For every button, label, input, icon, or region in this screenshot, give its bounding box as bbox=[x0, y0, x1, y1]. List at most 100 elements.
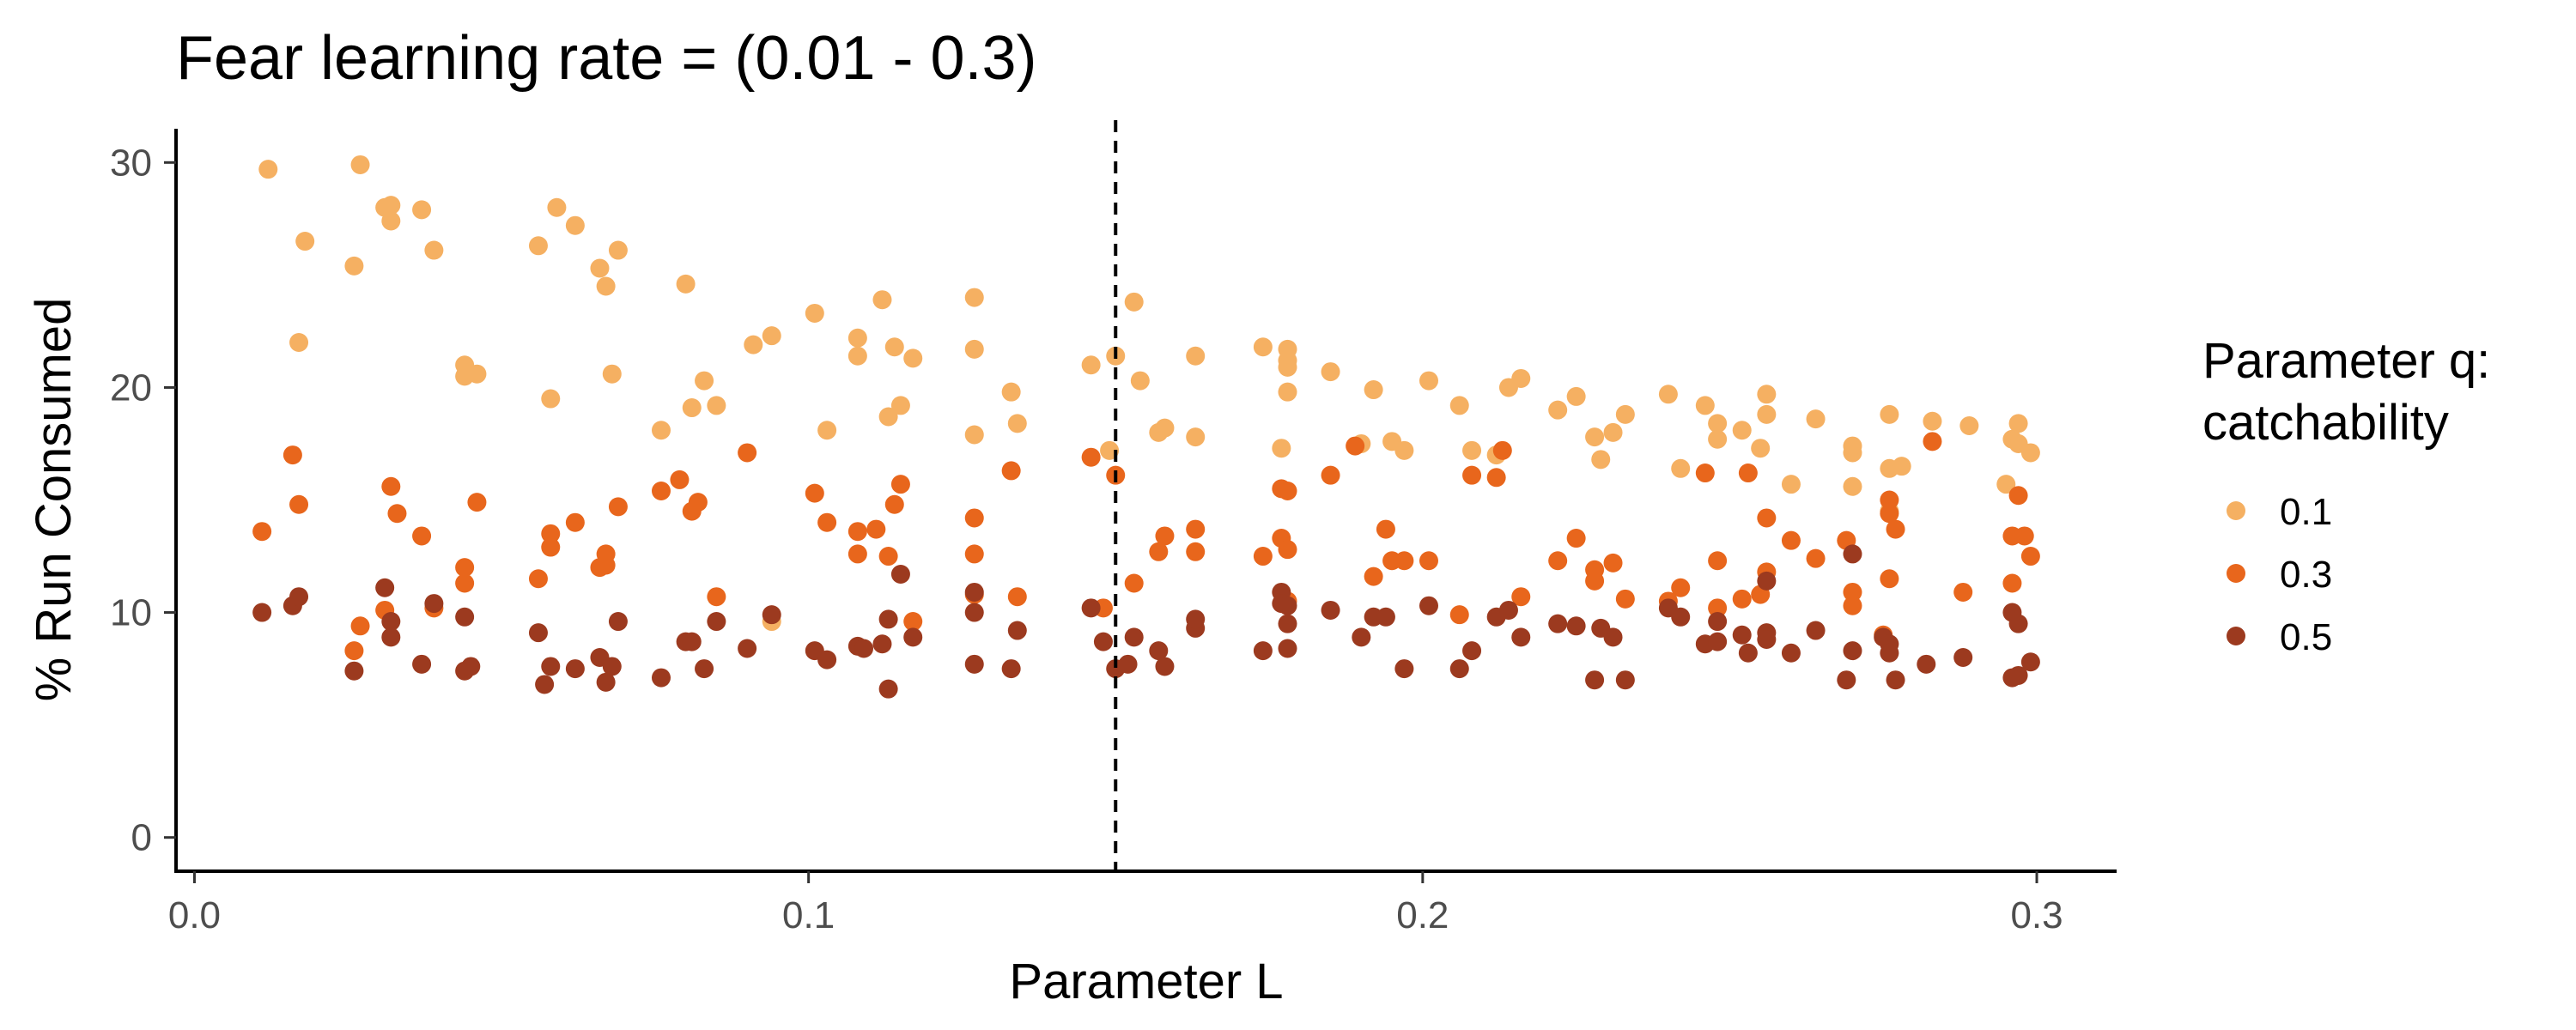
data-point bbox=[455, 607, 475, 627]
data-point bbox=[964, 339, 984, 359]
series-0.1 bbox=[258, 154, 2040, 632]
data-point bbox=[1917, 654, 1936, 674]
data-point bbox=[1708, 598, 1728, 618]
data-point bbox=[467, 364, 487, 384]
data-point bbox=[695, 659, 714, 679]
data-point bbox=[1658, 385, 1678, 404]
data-point bbox=[1376, 607, 1395, 627]
data-point bbox=[762, 326, 781, 346]
data-point bbox=[688, 493, 708, 512]
data-point bbox=[1186, 542, 1206, 561]
data-point bbox=[1585, 427, 1605, 447]
data-point bbox=[890, 565, 910, 584]
data-point bbox=[1278, 540, 1297, 560]
data-point bbox=[1671, 578, 1691, 597]
data-point bbox=[412, 200, 432, 220]
data-point bbox=[1996, 475, 2016, 494]
data-point bbox=[1603, 422, 1623, 442]
data-point bbox=[381, 476, 401, 496]
data-point bbox=[596, 276, 616, 296]
data-point bbox=[535, 675, 555, 694]
data-point bbox=[1892, 457, 1911, 476]
x-axis-title: Parameter L bbox=[1009, 954, 1283, 1009]
data-point bbox=[848, 346, 867, 366]
data-point bbox=[412, 654, 432, 674]
data-point bbox=[1781, 475, 1801, 494]
data-point bbox=[884, 494, 904, 514]
data-point bbox=[541, 537, 561, 557]
data-point bbox=[1880, 643, 1899, 663]
data-point bbox=[682, 632, 702, 651]
data-point bbox=[1843, 436, 1862, 456]
legend: Parameter q: catchability 0.1 0.3 0.5 bbox=[2202, 333, 2490, 658]
data-point bbox=[283, 445, 302, 465]
x-tick-label: 0.2 bbox=[1396, 894, 1449, 936]
data-point bbox=[805, 303, 824, 323]
data-point bbox=[903, 348, 923, 368]
data-point bbox=[590, 258, 610, 278]
data-point bbox=[1615, 589, 1635, 609]
y-tick-label: 20 bbox=[110, 367, 152, 409]
data-point bbox=[1923, 432, 1942, 451]
data-point bbox=[1278, 357, 1297, 377]
data-point bbox=[1001, 382, 1021, 402]
data-point bbox=[890, 396, 910, 415]
data-point bbox=[455, 558, 475, 578]
data-point bbox=[878, 547, 898, 566]
data-point bbox=[2008, 614, 2028, 633]
data-point bbox=[1738, 464, 1758, 483]
data-point bbox=[1751, 439, 1771, 458]
data-point bbox=[424, 594, 444, 614]
data-point bbox=[964, 508, 984, 528]
data-point bbox=[1155, 526, 1175, 546]
data-point bbox=[1843, 476, 1862, 496]
data-point bbox=[1708, 414, 1728, 433]
data-point bbox=[1186, 519, 1206, 539]
data-point bbox=[707, 396, 726, 415]
data-point bbox=[848, 544, 867, 564]
data-point bbox=[890, 475, 910, 494]
chart-title: Fear learning rate = (0.01 - 0.3) bbox=[176, 24, 1037, 93]
data-point bbox=[541, 524, 561, 543]
data-point bbox=[744, 335, 763, 354]
data-point bbox=[1880, 569, 1899, 589]
data-point bbox=[878, 407, 898, 427]
data-point bbox=[1843, 544, 1862, 564]
data-point bbox=[1321, 600, 1340, 620]
data-point bbox=[695, 371, 714, 391]
data-point bbox=[1492, 440, 1512, 460]
data-point bbox=[344, 641, 364, 661]
data-point bbox=[1321, 362, 1340, 382]
data-point bbox=[1886, 670, 1905, 690]
data-point bbox=[1278, 482, 1297, 501]
data-point bbox=[1186, 609, 1206, 629]
data-point bbox=[2002, 573, 2022, 593]
data-point bbox=[1695, 396, 1715, 415]
data-point bbox=[1566, 386, 1586, 406]
data-point bbox=[350, 154, 370, 174]
data-point bbox=[1732, 625, 1752, 645]
data-point bbox=[1738, 643, 1758, 663]
data-point bbox=[455, 573, 475, 593]
data-point bbox=[289, 494, 309, 514]
data-point bbox=[602, 657, 622, 676]
data-point bbox=[528, 623, 548, 643]
legend-items: 0.1 0.3 0.5 bbox=[2227, 491, 2332, 658]
data-point bbox=[1511, 368, 1531, 388]
data-point bbox=[1757, 385, 1777, 404]
data-point bbox=[1511, 587, 1531, 607]
data-point bbox=[1186, 427, 1206, 447]
data-point bbox=[565, 512, 585, 532]
data-point bbox=[964, 288, 984, 307]
data-point bbox=[1566, 529, 1586, 548]
legend-label-0.3: 0.3 bbox=[2280, 554, 2332, 596]
data-point bbox=[596, 672, 616, 692]
data-point bbox=[1007, 621, 1027, 640]
data-point bbox=[1149, 641, 1169, 661]
data-point bbox=[258, 160, 278, 179]
data-point bbox=[547, 197, 567, 217]
data-point bbox=[1007, 587, 1027, 607]
data-point bbox=[1001, 461, 1021, 481]
data-point bbox=[866, 519, 886, 539]
